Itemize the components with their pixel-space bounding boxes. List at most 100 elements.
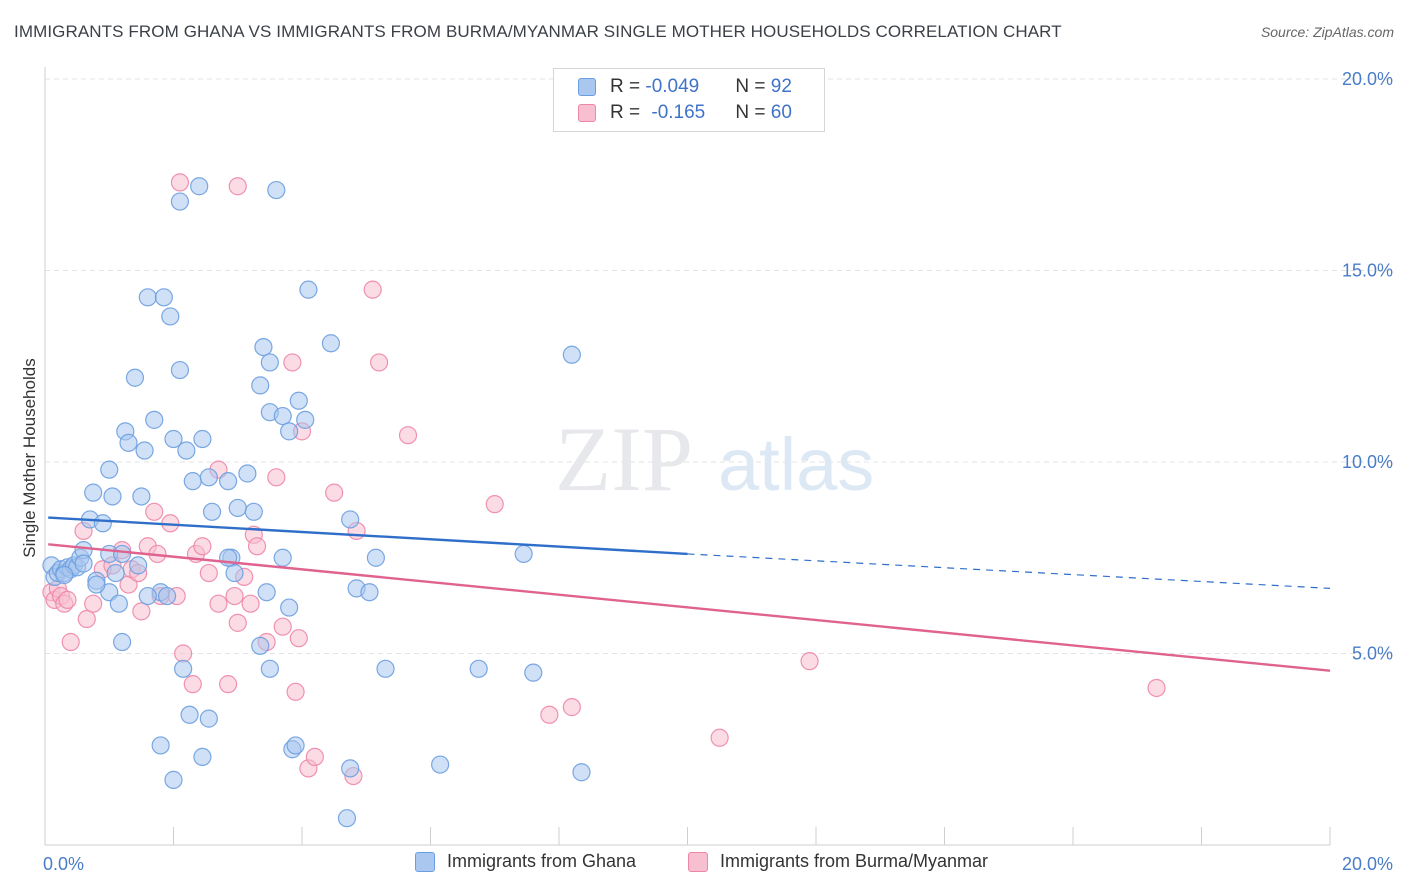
data-point [247,537,267,556]
data-point [524,663,543,682]
data-point [289,629,308,648]
data-point [260,353,279,372]
data-point [228,613,247,632]
data-point [366,548,385,567]
data-point [341,510,360,529]
n-value: 60 [770,102,792,123]
data-point [376,659,395,678]
stats-row-ghana: R = -0.049 N = 92 [578,74,792,100]
stats-row-burma: R = -0.165 N = 60 [578,100,792,126]
burma-swatch [688,851,708,872]
y-tick-label: 15.0% [1342,261,1393,281]
data-point [132,602,151,621]
data-point [257,583,276,602]
data-point [87,575,106,594]
data-point [170,192,190,211]
ghana-swatch [415,851,435,872]
data-point [485,495,504,514]
data-point [1147,678,1166,698]
data-point [61,632,80,652]
r-value: -0.165 [651,102,706,123]
data-point [202,502,222,521]
data-point [151,736,170,755]
n-label: N = [735,76,771,97]
data-point [238,464,257,483]
trend-line-ghana [48,516,688,556]
data-point [572,763,591,782]
data-point [190,177,209,196]
r-value: -0.049 [645,76,700,97]
data-point [273,548,292,567]
data-point [132,487,151,506]
r-label: R = [610,102,646,123]
n-value: 92 [770,76,792,97]
data-point [280,422,299,441]
data-point [225,586,244,606]
axes [44,67,1331,846]
y-tick-label: 5.0% [1352,644,1393,664]
data-point [289,391,308,410]
series-legend: Immigrants from Ghana Immigrants from Bu… [0,851,1406,879]
data-point [138,288,157,307]
y-tick-label: 20.0% [1342,69,1393,89]
data-point [514,544,533,564]
legend-label-burma: Immigrants from Burma/Myanmar [720,851,989,871]
data-point [562,345,581,364]
data-point [296,410,315,429]
data-point [77,609,96,629]
stats-legend: R = -0.049 N = 92 R = -0.165 N = 60 [553,68,825,132]
x-tick-label: 0.0% [43,854,84,874]
data-point [540,705,559,724]
data-point [305,747,324,767]
legend-item-ghana[interactable]: Immigrants from Ghana [415,851,636,872]
data-point [183,675,202,694]
data-point [125,368,145,387]
source-label: Source: ZipAtlas.com [1260,24,1394,40]
data-point [219,675,238,694]
data-point [710,728,729,747]
data-point [273,406,292,426]
data-point [273,617,292,636]
watermark-zip: ZIP [555,408,693,510]
data-point [228,498,247,518]
x-tick-label: 20.0% [1342,854,1393,874]
chart-title: IMMIGRANTS FROM GHANA VS IMMIGRANTS FROM… [14,22,1062,41]
data-point [170,360,190,380]
data-point [109,594,128,613]
data-point [119,433,138,452]
legend-item-burma[interactable]: Immigrants from Burma/Myanmar [688,851,988,872]
data-point [193,537,212,556]
y-tick-labels: 5.0% 10.0% 15.0% 20.0% [1342,69,1393,664]
watermark-atlas: atlas [718,423,874,506]
data-point [225,563,244,583]
data-point [469,659,488,678]
data-point [183,472,202,491]
data-point [286,682,305,701]
data-point [241,594,260,613]
data-point [145,410,164,429]
data-point [164,770,183,789]
legend-label-ghana: Immigrants from Ghana [447,851,637,871]
data-point [283,353,302,372]
data-point [193,747,212,767]
data-point [161,307,180,326]
data-point [138,586,157,606]
data-point [337,809,357,828]
data-point [363,280,382,299]
data-point [174,644,193,663]
data-point [800,652,819,671]
data-point [325,483,344,502]
trend-line-ghana-extension [687,553,1331,589]
n-label: N = [735,102,771,123]
y-tick-label: 10.0% [1342,452,1393,472]
data-point [106,563,125,583]
data-point [145,502,164,521]
data-point [360,583,379,602]
watermark: ZIP atlas [555,408,874,510]
data-point [103,487,122,506]
data-point [199,709,218,728]
data-points [42,173,1166,828]
data-point [170,173,190,192]
data-point [254,338,273,357]
grid-lines [45,78,1395,654]
